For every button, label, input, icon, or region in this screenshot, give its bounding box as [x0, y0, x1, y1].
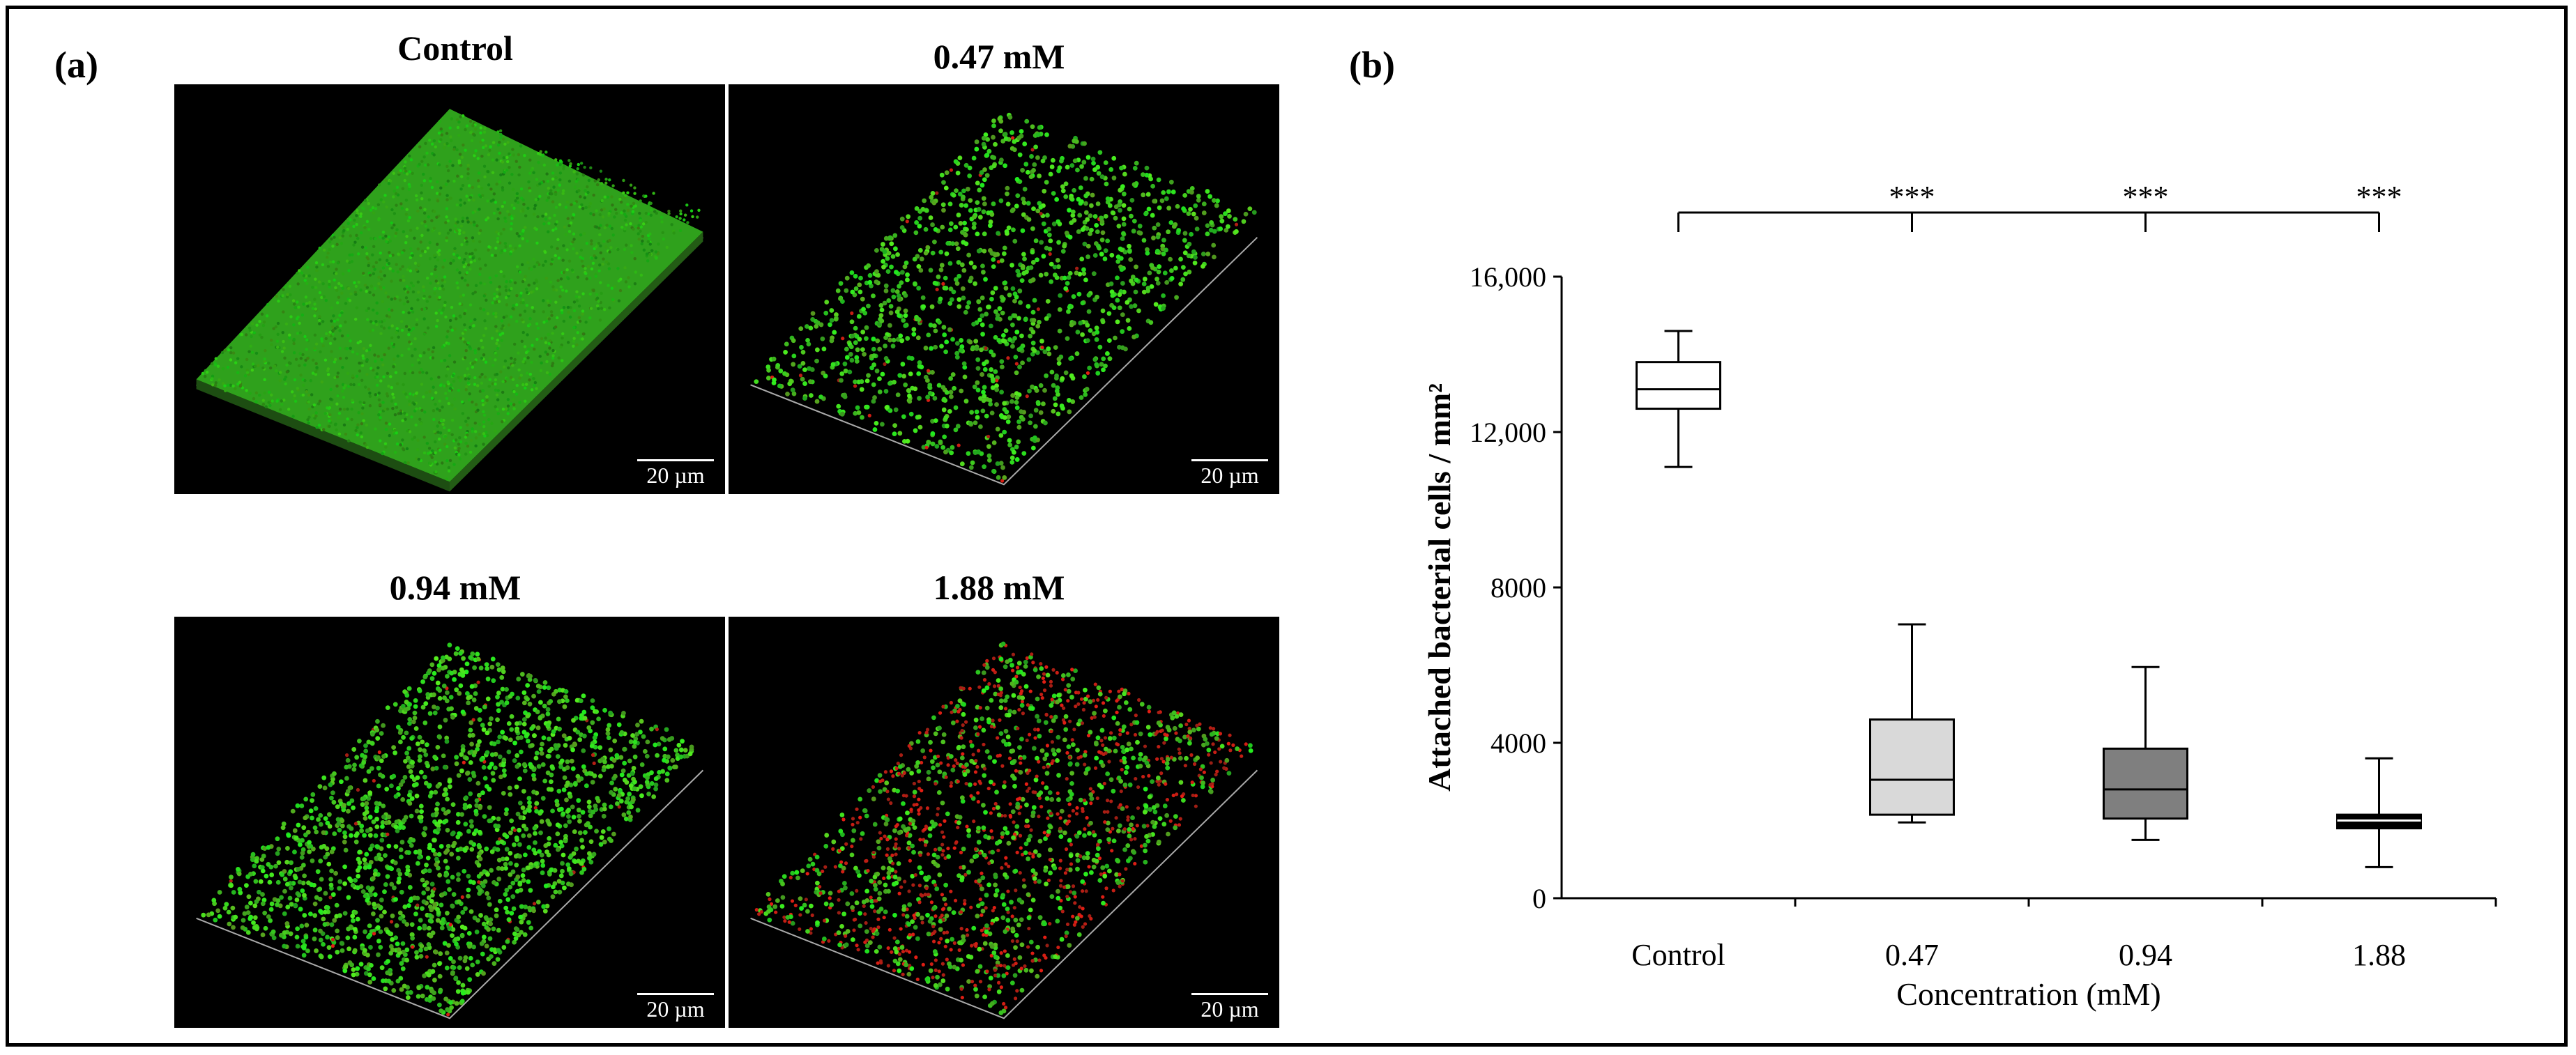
x-axis-title: Concentration (mM): [1896, 976, 2160, 1012]
box-iqr: [2103, 747, 2188, 820]
micrograph-render: [196, 642, 704, 1019]
box-iqr: [1636, 361, 1721, 410]
image-title-188: 1.88 mM: [933, 568, 1065, 607]
micrograph-render: [750, 641, 1258, 1019]
x-tick-label: 1.88: [2352, 938, 2406, 972]
image-title-094: 0.94 mM: [389, 568, 521, 607]
y-tick-label: 16,000: [1470, 261, 1546, 293]
scale-bar: 20 µm: [1191, 459, 1268, 488]
x-tick-label: 0.47: [1885, 938, 1939, 972]
significance-label: ***: [2356, 180, 2402, 214]
significance-label: ***: [2123, 180, 2169, 214]
y-tick-label: 8000: [1491, 572, 1546, 603]
micrograph-render: [196, 109, 704, 492]
panel-b-label: (b): [1349, 44, 1395, 86]
figure-frame: [6, 6, 2568, 1047]
panel-a-label: (a): [54, 44, 98, 86]
y-tick-label: 4000: [1491, 727, 1546, 759]
y-axis-title: Attached bacterial cells / mm²: [1422, 383, 1457, 792]
y-tick-label: 0: [1532, 883, 1546, 914]
micrograph-047mM: 20 µm: [729, 84, 1279, 494]
scale-bar: 20 µm: [1191, 993, 1268, 1022]
scale-bar: 20 µm: [637, 993, 714, 1022]
x-tick-label: Control: [1631, 938, 1725, 972]
y-tick-label: 12,000: [1470, 417, 1546, 448]
x-tick-label: 0.94: [2119, 938, 2172, 972]
image-title-047: 0.47 mM: [933, 37, 1065, 76]
significance-label: ***: [1889, 180, 1935, 214]
micrograph-094mM: 20 µm: [174, 617, 725, 1028]
box-iqr: [1869, 718, 1955, 816]
image-title-control: Control: [397, 29, 513, 68]
micrograph-render: [750, 112, 1258, 486]
micrograph-control: 20 µm: [174, 84, 725, 494]
scale-bar: 20 µm: [637, 459, 714, 488]
micrograph-188mM: 20 µm: [729, 617, 1279, 1028]
